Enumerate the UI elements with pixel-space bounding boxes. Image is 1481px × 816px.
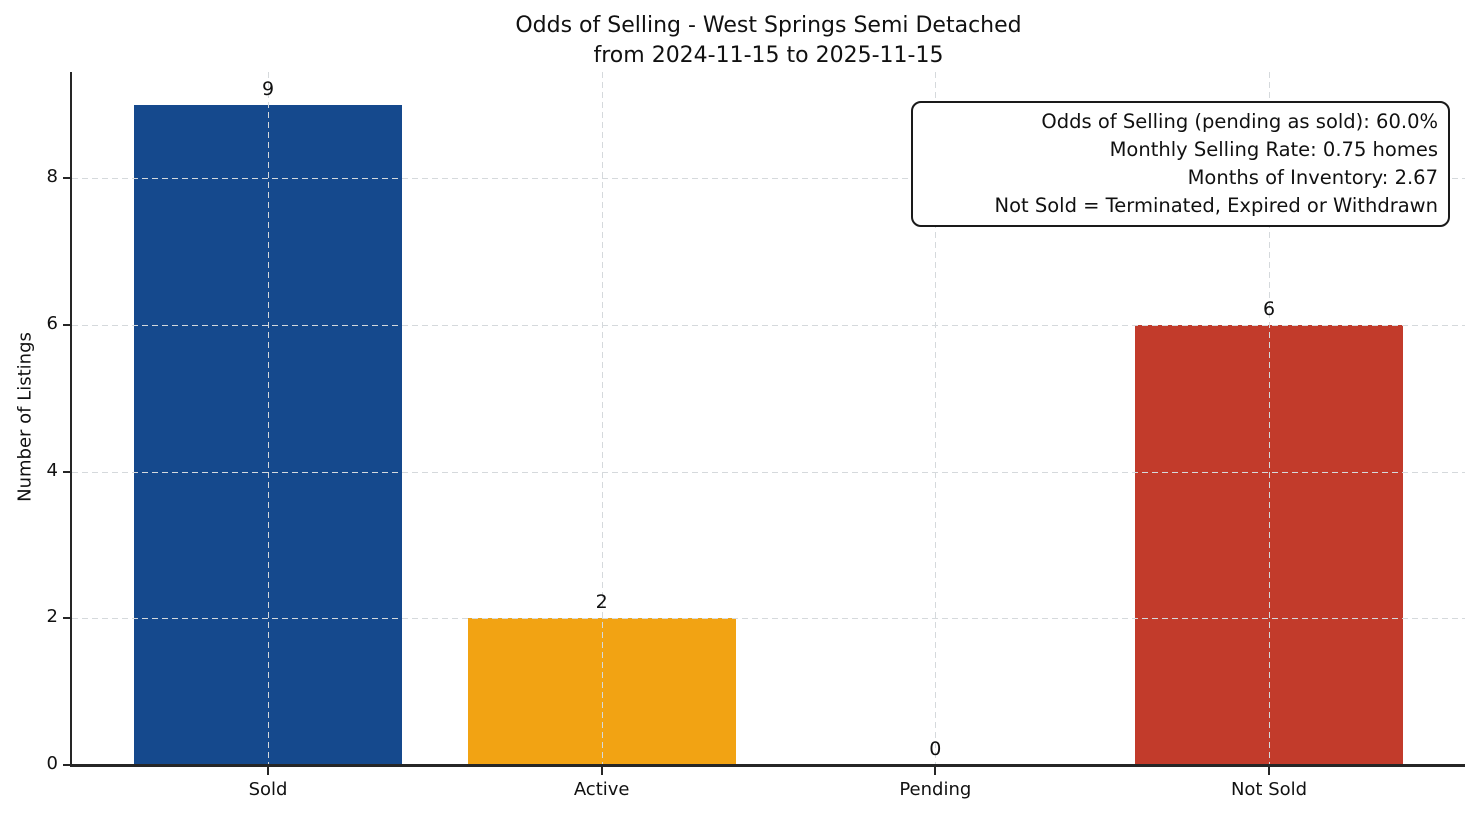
- h-gridline: [72, 325, 1465, 326]
- y-tick-label: 0: [46, 753, 58, 774]
- chart-title: Odds of Selling - West Springs Semi Deta…: [515, 13, 1022, 68]
- h-gridline: [72, 178, 1465, 180]
- y-tick-mark: [63, 470, 72, 473]
- x-tick-label: Pending: [899, 779, 972, 800]
- h-gridline: [72, 618, 1465, 620]
- x-tick-mark: [934, 766, 937, 775]
- annotation-line-inventory: Months of Inventory: 2.67: [1187, 166, 1438, 189]
- bar-value-label: 0: [929, 738, 942, 760]
- v-gridline: [935, 72, 937, 765]
- bar-value-label: 2: [595, 591, 608, 614]
- x-tick-mark: [1268, 766, 1270, 775]
- v-gridline: [1269, 72, 1270, 765]
- y-tick-label: 2: [46, 606, 58, 628]
- x-tick-mark: [267, 766, 269, 775]
- bar-value-label: 6: [1262, 298, 1276, 320]
- annotation-line-selling-rate: Monthly Selling Rate: 0.75 homes: [1109, 138, 1438, 161]
- y-tick-label: 4: [46, 459, 58, 481]
- y-tick-label: 8: [46, 166, 58, 188]
- x-axis-spine: [70, 764, 1465, 767]
- x-tick-label: Not Sold: [1230, 779, 1308, 800]
- annotation-line-not-sold-note: Not Sold = Terminated, Expired or Withdr…: [994, 194, 1438, 217]
- x-tick-label: Active: [573, 779, 630, 800]
- annotation-line-odds: Odds of Selling (pending as sold): 60.0%: [1041, 110, 1438, 133]
- y-tick-mark: [63, 764, 72, 766]
- x-tick-label: Sold: [248, 779, 288, 800]
- v-gridline: [268, 72, 269, 765]
- x-tick-mark: [600, 766, 603, 775]
- bar-value-label: 9: [261, 78, 275, 100]
- v-gridline: [601, 72, 603, 765]
- stats-annotation-box: Odds of Selling (pending as sold): 60.0%…: [911, 101, 1450, 227]
- y-tick-mark: [63, 617, 72, 620]
- y-tick-label: 6: [46, 313, 58, 334]
- y-tick-mark: [63, 177, 72, 180]
- h-gridline: [72, 471, 1465, 473]
- y-axis-spine: [70, 72, 72, 767]
- y-tick-mark: [63, 324, 72, 326]
